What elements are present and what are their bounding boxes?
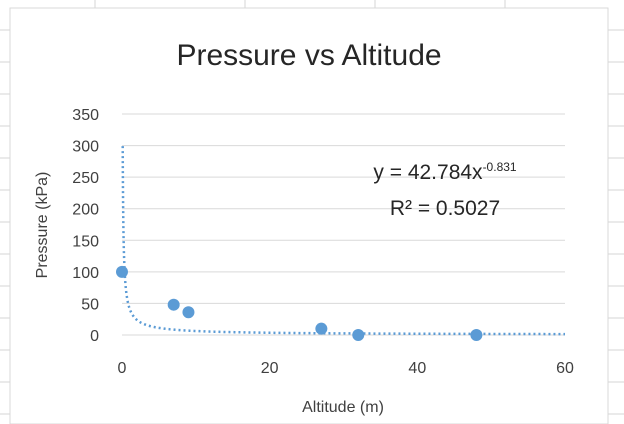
y-axis-title[interactable]: Pressure (kPa)	[34, 172, 51, 279]
chart-title[interactable]: Pressure vs Altitude	[176, 39, 441, 72]
data-point[interactable]	[182, 306, 195, 319]
equation-exponent: -0.831	[483, 160, 517, 174]
x-axis-title[interactable]: Altitude (m)	[302, 399, 384, 416]
y-tick-label: 250	[72, 170, 99, 187]
data-point[interactable]	[315, 322, 328, 335]
data-point[interactable]	[116, 265, 128, 278]
power-trendline[interactable]	[121, 146, 566, 336]
data-point[interactable]	[352, 329, 365, 341]
r-squared-label[interactable]: R² = 0.5027	[390, 197, 500, 220]
data-points[interactable]	[116, 265, 483, 341]
y-tick-label: 50	[81, 296, 99, 313]
x-tick-label: 40	[408, 360, 426, 377]
x-tick-label: 20	[261, 360, 279, 377]
y-tick-label: 200	[72, 202, 99, 219]
x-tick-label: 60	[556, 360, 574, 377]
equation-base: y = 42.784x	[373, 161, 483, 184]
x-axis-tick-labels: 0 20 40 60	[118, 360, 574, 377]
chart-area[interactable]	[9, 7, 609, 424]
gridlines	[122, 113, 565, 336]
y-tick-label: 350	[72, 107, 99, 124]
y-tick-label: 100	[72, 265, 99, 282]
y-tick-label: 300	[72, 139, 99, 156]
data-point[interactable]	[470, 329, 483, 341]
y-tick-label: 0	[90, 328, 99, 345]
y-tick-label: 150	[72, 233, 99, 250]
x-tick-label: 0	[118, 360, 127, 377]
y-axis-tick-labels: 0 50 100 150 200 250 300 350	[72, 107, 99, 345]
data-point[interactable]	[167, 298, 180, 311]
trendline-equation[interactable]: y = 42.784x-0.831	[373, 160, 517, 184]
